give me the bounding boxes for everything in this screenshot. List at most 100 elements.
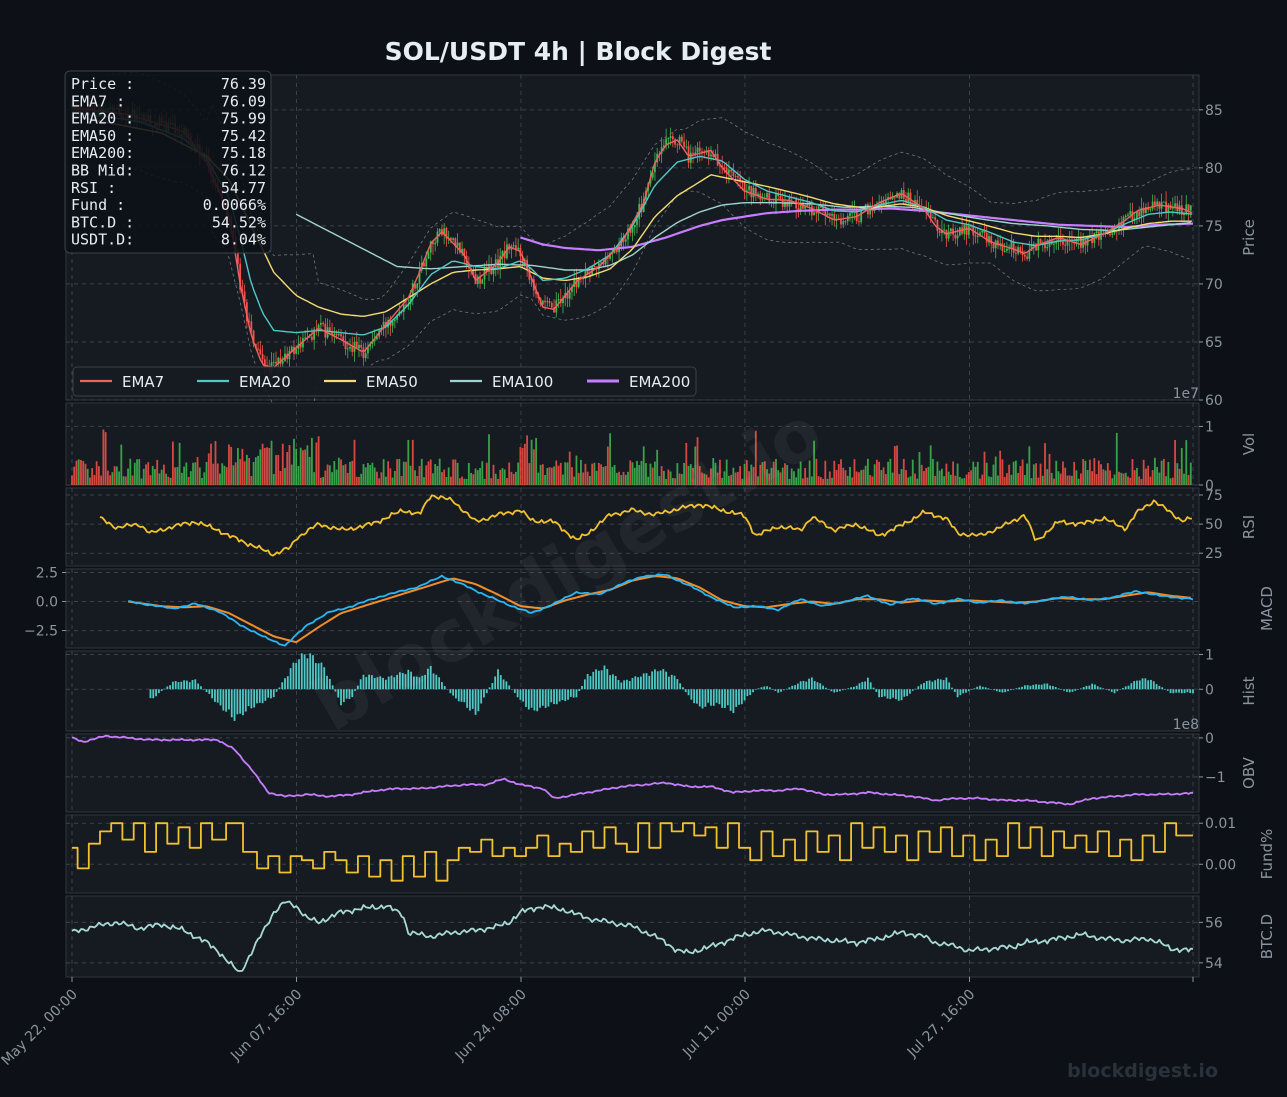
volume-bar [985, 462, 988, 485]
histogram-bar [491, 683, 494, 690]
histogram-bar [1172, 689, 1175, 694]
histogram-bar [1049, 685, 1051, 690]
volume-bar [550, 467, 553, 485]
volume-bar [1145, 468, 1147, 485]
candle-body [1044, 243, 1046, 249]
volume-bar [158, 473, 161, 485]
volume-bar [84, 463, 87, 485]
ytick-label-macd-2: 2.5 [36, 565, 58, 581]
histogram-bars [149, 653, 1194, 721]
histogram-bar [909, 689, 911, 694]
info-value: 75.18 [221, 144, 266, 162]
histogram-bar [275, 689, 278, 692]
volume-bar [979, 478, 981, 485]
volume-bar [732, 467, 735, 485]
candle [683, 133, 685, 150]
volume-bar [772, 461, 775, 485]
legend-label: EMA100 [492, 373, 553, 391]
ytick-label-vol-0: 0 [1205, 478, 1214, 494]
candle [1014, 246, 1017, 262]
histogram-bar [191, 680, 194, 690]
histogram-bar [323, 667, 326, 690]
volume-bar [804, 467, 807, 485]
volume-bar [1041, 475, 1044, 485]
info-value: 54.52% [212, 213, 266, 231]
candle-body [492, 267, 495, 274]
volume-bar [893, 446, 896, 485]
volume-bar [685, 442, 688, 485]
candle [1138, 206, 1141, 223]
candle-body [676, 144, 679, 146]
volume-bar [775, 458, 777, 485]
candle-body [694, 152, 697, 154]
candle-body [257, 348, 259, 350]
histogram-bar [948, 682, 951, 690]
candle-body [418, 270, 421, 284]
histogram-bar [455, 689, 457, 699]
volume-bar [938, 470, 941, 485]
candle-body [476, 276, 479, 284]
candle-body [373, 339, 376, 342]
candle [662, 139, 665, 152]
volume-bar [1165, 476, 1167, 485]
volume-bar [967, 471, 970, 485]
volume-bar [423, 477, 425, 485]
candle-body [799, 202, 802, 211]
candle-body [288, 350, 291, 360]
candle-body [593, 266, 596, 268]
volume-bar [369, 464, 372, 485]
candle-body [553, 307, 555, 313]
volume-bar [234, 462, 237, 485]
info-label: EMA200: [71, 144, 134, 162]
histogram-bar [1021, 686, 1023, 690]
volume-bar [71, 475, 73, 485]
histogram-bar [945, 677, 948, 690]
volume-bar [1077, 478, 1080, 485]
candle-body [501, 251, 504, 256]
volume-bar [555, 460, 558, 485]
candle [797, 199, 800, 218]
histogram-bar [1113, 689, 1116, 694]
volume-bar [488, 434, 490, 485]
histogram-bar [348, 689, 351, 699]
volume-bar [288, 445, 291, 485]
histogram-bar [1152, 681, 1155, 690]
ytick-label-rsi-1: 50 [1205, 517, 1223, 533]
candle [432, 240, 434, 255]
candle [499, 247, 502, 279]
volume-bar [322, 477, 325, 485]
candle [1142, 202, 1145, 223]
candle-body [938, 231, 941, 234]
candle-body [849, 213, 851, 216]
histogram-bar [1130, 683, 1133, 690]
candle-body [788, 196, 791, 207]
candle-body [615, 248, 618, 253]
volume-bar [660, 466, 663, 485]
candle [1075, 237, 1078, 247]
candle [654, 152, 656, 181]
histogram-bar [1119, 689, 1122, 690]
volume-bar [696, 437, 699, 485]
histogram-bar [1054, 687, 1057, 690]
candle-body [815, 212, 818, 214]
candle-body [1145, 207, 1147, 213]
volume-bar [849, 466, 851, 485]
volume-bar [515, 471, 517, 485]
candle-body [797, 208, 800, 211]
histogram-bar [724, 689, 726, 708]
info-row: EMA20 : 75.99 [71, 110, 266, 128]
volume-bar [615, 472, 618, 485]
candle-body [1156, 201, 1159, 206]
panel-rsi: 25 50 75 RSI [65, 487, 1258, 567]
histogram-bar [799, 681, 802, 690]
ytick-label-obv-1: 0 [1205, 731, 1214, 747]
histogram-bar [1183, 689, 1186, 694]
histogram-bar [429, 665, 432, 690]
volume-bar [384, 476, 387, 485]
histogram-bar [620, 682, 623, 690]
candle-body [243, 291, 246, 303]
candle-body [1109, 233, 1111, 235]
volume-bar [530, 439, 533, 485]
volume-bar [851, 477, 854, 485]
